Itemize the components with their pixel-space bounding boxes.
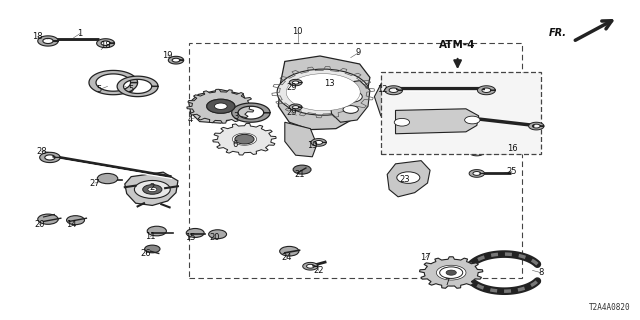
Text: 19: 19 xyxy=(307,141,317,150)
Polygon shape xyxy=(213,124,276,155)
Polygon shape xyxy=(330,81,370,122)
Circle shape xyxy=(148,187,157,192)
Circle shape xyxy=(292,77,354,108)
Polygon shape xyxy=(374,77,421,122)
Text: 3: 3 xyxy=(233,112,238,121)
Text: 5: 5 xyxy=(97,85,102,94)
Text: 16: 16 xyxy=(507,144,517,153)
Text: 19: 19 xyxy=(163,51,173,60)
Text: 29: 29 xyxy=(286,83,296,92)
Polygon shape xyxy=(387,161,430,197)
Text: 17: 17 xyxy=(420,253,431,262)
Bar xyxy=(189,43,522,278)
Text: 23: 23 xyxy=(399,175,410,184)
Circle shape xyxy=(446,270,456,275)
Text: 20: 20 xyxy=(209,233,220,242)
Polygon shape xyxy=(303,262,318,270)
Circle shape xyxy=(293,165,311,174)
Circle shape xyxy=(440,267,463,278)
Polygon shape xyxy=(97,39,115,48)
Polygon shape xyxy=(38,36,58,46)
Polygon shape xyxy=(285,122,317,157)
Text: 4: 4 xyxy=(188,115,193,124)
Polygon shape xyxy=(286,74,360,111)
Polygon shape xyxy=(396,109,479,134)
Text: 9: 9 xyxy=(356,48,361,57)
Text: 1: 1 xyxy=(77,29,83,38)
Circle shape xyxy=(186,228,204,237)
Circle shape xyxy=(67,216,84,225)
Text: 29: 29 xyxy=(286,108,296,117)
Circle shape xyxy=(207,99,235,113)
Text: 28: 28 xyxy=(36,147,47,156)
Polygon shape xyxy=(289,104,302,110)
Text: T2A4A0820: T2A4A0820 xyxy=(589,303,630,312)
Circle shape xyxy=(339,91,362,102)
Text: 25: 25 xyxy=(507,167,517,176)
Polygon shape xyxy=(289,79,302,86)
Circle shape xyxy=(397,172,420,183)
Circle shape xyxy=(280,246,299,256)
Text: 26: 26 xyxy=(141,249,151,258)
Text: 22: 22 xyxy=(314,266,324,275)
Polygon shape xyxy=(125,172,178,205)
Bar xyxy=(381,72,541,154)
Polygon shape xyxy=(385,86,403,95)
Polygon shape xyxy=(187,89,255,123)
Polygon shape xyxy=(529,122,544,130)
Text: 7: 7 xyxy=(444,278,449,287)
Circle shape xyxy=(209,230,227,239)
Circle shape xyxy=(147,226,166,236)
Text: 11: 11 xyxy=(145,232,156,241)
Circle shape xyxy=(343,106,358,113)
Text: 20: 20 xyxy=(35,220,45,229)
Circle shape xyxy=(145,245,160,253)
Text: FR.: FR. xyxy=(548,28,566,38)
Text: 18: 18 xyxy=(32,32,42,41)
Text: 2: 2 xyxy=(150,183,155,192)
Circle shape xyxy=(134,180,170,198)
Circle shape xyxy=(307,84,339,100)
Text: 24: 24 xyxy=(282,253,292,262)
Polygon shape xyxy=(117,76,158,97)
Text: 12: 12 xyxy=(378,85,388,94)
Text: 14: 14 xyxy=(67,220,77,229)
Text: 8: 8 xyxy=(538,268,543,277)
Polygon shape xyxy=(420,257,483,288)
Circle shape xyxy=(214,103,227,109)
Polygon shape xyxy=(232,103,270,122)
Polygon shape xyxy=(232,133,257,145)
Polygon shape xyxy=(278,56,370,130)
Polygon shape xyxy=(311,139,326,146)
Circle shape xyxy=(38,214,58,224)
Text: ATM-4: ATM-4 xyxy=(439,40,476,50)
Polygon shape xyxy=(469,170,484,177)
Text: 18: 18 xyxy=(100,41,111,50)
Text: 13: 13 xyxy=(324,79,335,88)
Circle shape xyxy=(97,173,118,184)
Text: 27: 27 xyxy=(90,179,100,188)
Text: 5: 5 xyxy=(129,85,134,94)
Polygon shape xyxy=(89,70,138,95)
Polygon shape xyxy=(40,152,60,163)
Polygon shape xyxy=(189,90,248,123)
Circle shape xyxy=(277,69,369,115)
Polygon shape xyxy=(168,56,184,64)
Circle shape xyxy=(235,134,254,144)
Polygon shape xyxy=(436,265,466,280)
Circle shape xyxy=(392,105,412,114)
Polygon shape xyxy=(477,86,495,95)
Text: 10: 10 xyxy=(292,28,303,36)
Polygon shape xyxy=(469,148,484,156)
Circle shape xyxy=(465,116,480,124)
Text: 21: 21 xyxy=(294,170,305,179)
Circle shape xyxy=(143,185,162,194)
Circle shape xyxy=(394,118,410,126)
Polygon shape xyxy=(207,99,236,113)
Circle shape xyxy=(384,87,412,101)
Text: 15: 15 xyxy=(186,233,196,242)
Text: 6: 6 xyxy=(233,140,238,149)
